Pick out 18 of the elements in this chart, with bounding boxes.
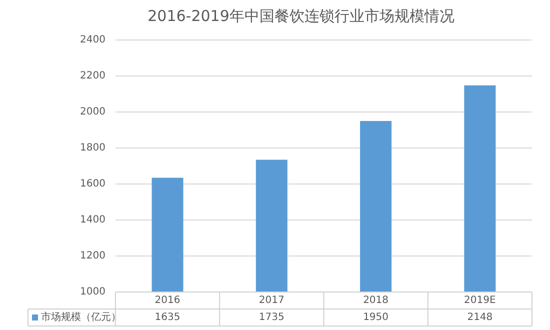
- data-label: 1735: [258, 312, 284, 324]
- data-label: 1950: [363, 312, 389, 324]
- x-tick-label: 2018: [363, 295, 389, 306]
- legend-label: 市场规模（亿元）: [41, 311, 121, 324]
- y-tick-label: 1600: [80, 178, 106, 190]
- y-tick-label: 1400: [80, 214, 106, 226]
- x-tick-label: 2016: [154, 295, 180, 306]
- chart-title: 2016-2019年中国餐饮连锁行业市场规模情况: [148, 6, 454, 25]
- x-tick-label: 2019E: [464, 295, 496, 306]
- y-tick-label: 1000: [80, 286, 106, 298]
- y-tick-label: 2200: [80, 70, 106, 82]
- y-tick-label: 1800: [80, 142, 106, 154]
- x-tick-label: 2017: [258, 295, 284, 306]
- y-tick-label: 2000: [80, 106, 106, 118]
- y-tick-label: 1200: [80, 250, 106, 262]
- data-label: 2148: [467, 312, 493, 324]
- y-tick-label: 2400: [80, 34, 106, 46]
- data-label: 1635: [154, 312, 180, 324]
